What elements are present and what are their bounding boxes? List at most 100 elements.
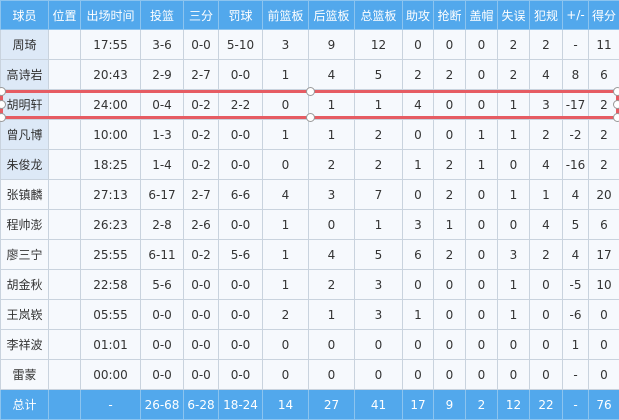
cell-oreb: 4 — [263, 180, 309, 210]
cell-ft: 0-0 — [219, 300, 263, 330]
column-header-reb[interactable]: 总篮板 — [355, 1, 403, 30]
cell-name[interactable]: 张镇麟 — [1, 180, 49, 210]
cell-tp: 0-0 — [184, 330, 219, 360]
column-header-pos[interactable]: 位置 — [49, 1, 81, 30]
column-header-pts[interactable]: 得分 — [589, 1, 619, 30]
cell-stl: 0 — [434, 120, 466, 150]
cell-ast: 0 — [403, 270, 434, 300]
cell-tp: 0-2 — [184, 240, 219, 270]
cell-pf: 4 — [530, 60, 563, 90]
column-header-pm[interactable]: +/- — [563, 1, 589, 30]
cell-blk: 0 — [466, 60, 498, 90]
cell-pts: 17 — [589, 240, 619, 270]
column-header-tov[interactable]: 失误 — [498, 1, 530, 30]
column-header-ft[interactable]: 罚球 — [219, 1, 263, 30]
cell-min: 10:00 — [81, 120, 141, 150]
cell-pts: 0 — [589, 300, 619, 330]
cell-oreb: 2 — [263, 300, 309, 330]
column-header-tp[interactable]: 三分 — [184, 1, 219, 30]
cell-stl: 2 — [434, 60, 466, 90]
cell-pf: 0 — [530, 330, 563, 360]
resize-handle[interactable] — [613, 100, 619, 109]
total-cell-pts: 76 — [589, 390, 619, 420]
cell-name[interactable]: 廖三宁 — [1, 240, 49, 270]
resize-handle[interactable] — [306, 87, 315, 96]
cell-pf: 0 — [530, 270, 563, 300]
column-header-blk[interactable]: 盖帽 — [466, 1, 498, 30]
cell-fg: 0-0 — [141, 330, 184, 360]
cell-dreb: 1 — [309, 90, 355, 120]
cell-pos — [49, 90, 81, 120]
cell-pf: 0 — [530, 360, 563, 390]
cell-name[interactable]: 雷蒙 — [1, 360, 49, 390]
cell-fg: 6-17 — [141, 180, 184, 210]
resize-handle[interactable] — [613, 113, 619, 122]
total-cell-pf: 22 — [530, 390, 563, 420]
cell-stl: 0 — [434, 90, 466, 120]
resize-handle[interactable] — [613, 87, 619, 96]
cell-name[interactable]: 曾凡博 — [1, 120, 49, 150]
cell-pf: 4 — [530, 210, 563, 240]
cell-tov: 0 — [498, 210, 530, 240]
cell-ast: 2 — [403, 60, 434, 90]
cell-pm: - — [563, 360, 589, 390]
cell-pts: 0 — [589, 330, 619, 360]
cell-name[interactable]: 胡金秋 — [1, 270, 49, 300]
column-header-stl[interactable]: 抢断 — [434, 1, 466, 30]
cell-name[interactable]: 周琦 — [1, 30, 49, 60]
cell-blk: 0 — [466, 90, 498, 120]
cell-name[interactable]: 胡明轩 — [1, 90, 49, 120]
cell-pos — [49, 210, 81, 240]
cell-name[interactable]: 程帅澎 — [1, 210, 49, 240]
cell-stl: 2 — [434, 180, 466, 210]
column-header-min[interactable]: 出场时间 — [81, 1, 141, 30]
cell-pm: -16 — [563, 150, 589, 180]
cell-fg: 1-4 — [141, 150, 184, 180]
total-cell-ast: 17 — [403, 390, 434, 420]
cell-pm: -17 — [563, 90, 589, 120]
cell-fg: 1-3 — [141, 120, 184, 150]
column-header-name[interactable]: 球员 — [1, 1, 49, 30]
column-header-dreb[interactable]: 后篮板 — [309, 1, 355, 30]
cell-tov: 0 — [498, 360, 530, 390]
cell-pm: 8 — [563, 60, 589, 90]
cell-tp: 0-0 — [184, 300, 219, 330]
cell-dreb: 0 — [309, 210, 355, 240]
cell-name[interactable]: 朱俊龙 — [1, 150, 49, 180]
cell-name[interactable]: 李祥波 — [1, 330, 49, 360]
cell-ft: 5-10 — [219, 30, 263, 60]
cell-name[interactable]: 高诗岩 — [1, 60, 49, 90]
cell-tov: 1 — [498, 90, 530, 120]
cell-pts: 10 — [589, 270, 619, 300]
cell-blk: 0 — [466, 210, 498, 240]
cell-name[interactable]: 王岚嵚 — [1, 300, 49, 330]
cell-pm: -6 — [563, 300, 589, 330]
cell-tp: 2-6 — [184, 210, 219, 240]
column-header-pf[interactable]: 犯规 — [530, 1, 563, 30]
cell-pm: 4 — [563, 180, 589, 210]
cell-min: 18:25 — [81, 150, 141, 180]
cell-pf: 2 — [530, 120, 563, 150]
column-header-ast[interactable]: 助攻 — [403, 1, 434, 30]
resize-handle[interactable] — [306, 113, 315, 122]
column-header-oreb[interactable]: 前篮板 — [263, 1, 309, 30]
cell-fg: 0-4 — [141, 90, 184, 120]
cell-ft: 0-0 — [219, 120, 263, 150]
cell-min: 24:00 — [81, 90, 141, 120]
cell-blk: 0 — [466, 30, 498, 60]
column-header-fg[interactable]: 投篮 — [141, 1, 184, 30]
cell-tp: 0-0 — [184, 30, 219, 60]
total-cell-oreb: 14 — [263, 390, 309, 420]
